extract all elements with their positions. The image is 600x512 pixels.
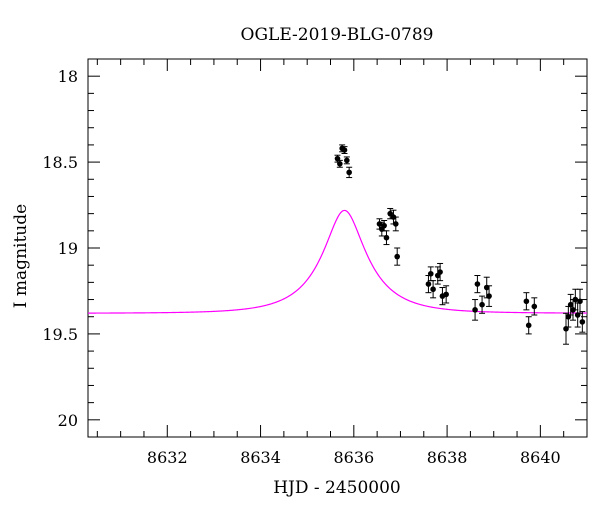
x-tick-label: 8636 [333,448,374,467]
x-axis-label: HJD - 2450000 [273,478,401,498]
data-point [479,301,485,308]
data-point [437,269,443,275]
data-point [394,253,400,260]
x-tick-label: 8638 [427,448,468,467]
data-point [523,298,530,305]
y-tick-label: 20 [58,411,78,430]
data-point [346,169,352,176]
data-point [430,286,436,293]
chart-title: OGLE-2019-BLG-0789 [241,25,434,45]
x-tick-label: 8634 [240,448,281,467]
y-tick-label: 18 [58,67,78,86]
data-point [577,298,583,305]
data-point [572,296,579,303]
data-point [337,161,343,167]
data-point [344,157,350,164]
data-point [392,221,399,227]
data-point [531,303,538,310]
plot-frame [87,58,588,438]
model-curve [88,209,588,314]
data-point [474,281,481,287]
data-point [472,307,478,313]
y-tick-label: 18.5 [42,153,78,172]
data-point [525,322,532,329]
y-axis-label: I magnitude [11,204,31,308]
data-point [341,147,348,153]
data-point [486,293,492,299]
x-tick-label: 8640 [520,448,561,467]
y-tick-label: 19 [58,239,78,258]
data-point [579,319,586,325]
data-point [443,291,449,298]
data-point [425,281,432,287]
x-tick-label: 8632 [147,448,188,467]
plot-area: 8632 8634 8636 8638 8640 18 18.5 19 19.5 20 [42,58,588,467]
y-tick-label: 19.5 [42,325,78,344]
data-point [381,222,387,229]
data-point [427,270,434,277]
data-point [567,301,574,308]
data-point [383,234,390,241]
